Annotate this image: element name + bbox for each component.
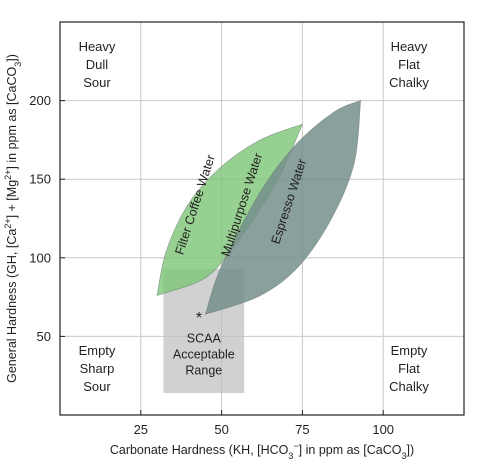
corner-label-top-right-2: Flat [398, 57, 420, 72]
corner-label-bottom-right-3: Chalky [389, 379, 429, 394]
x-axis-label-part-2: 3 [288, 451, 293, 461]
x-tick-label-100: 100 [372, 422, 394, 437]
x-axis-label-part-4: ] in ppm as [CaCO [299, 443, 402, 457]
corner-labels-group: Heavy Dull Sour Heavy Flat Chalky Empty Sharp So… [79, 39, 430, 394]
corner-label-bottom-left-2: Sharp [80, 361, 115, 376]
y-tick-label-100: 100 [29, 250, 51, 265]
axis-labels-group: Carbonate Hardness (KH, [HCO3−] in ppm a… [3, 54, 414, 461]
corner-label-bottom-right-1: Empty [391, 343, 428, 358]
corner-label-top-left-2: Dull [86, 57, 109, 72]
x-axis-label-part-3: − [293, 441, 298, 451]
y-tick-label-200: 200 [29, 93, 51, 108]
x-tick-label-75: 75 [295, 422, 309, 437]
corner-label-top-left-1: Heavy [79, 39, 116, 54]
filter-coffee-water-region [156, 123, 304, 297]
corner-label-bottom-right-2: Flat [398, 361, 420, 376]
x-axis-label-part-1: Carbonate Hardness (KH, [HCO [110, 443, 289, 457]
y-axis-label-part-3: ] + [Mg [5, 180, 19, 219]
x-axis-label-part-6: ]) [407, 443, 415, 457]
x-axis-label: Carbonate Hardness (KH, [HCO3−] in ppm a… [110, 441, 414, 461]
y-axis-label: General Hardness (GH, [Ca2+] + [Mg2+] in… [3, 54, 23, 383]
y-axis-label-part-5: ] in ppm as [CaCO [5, 66, 19, 169]
plot-frame [59, 21, 465, 416]
y-axis-label-part-4: 2+ [3, 170, 13, 180]
corner-label-top-left-3: Sour [83, 75, 111, 90]
x-axis-label-part-5: 3 [402, 451, 407, 461]
water-regions-group [156, 99, 362, 316]
corner-label-top-right-1: Heavy [391, 39, 428, 54]
corner-label-bottom-left-1: Empty [79, 343, 116, 358]
corner-label-top-right-3: Chalky [389, 75, 429, 90]
scaa-label-line-3: Range [185, 364, 222, 378]
x-tick-label-25: 25 [134, 422, 148, 437]
asterisk-marker-1: * [196, 310, 202, 327]
y-axis-label-part-6: 3 [13, 62, 23, 67]
scaa-label-line-1: SCAA [187, 332, 222, 346]
y-axis-label-part-7: ]) [5, 54, 19, 62]
y-axis-label-part-1: General Hardness (GH, [Ca [5, 229, 19, 383]
y-axis-label-part-2: 2+ [3, 218, 13, 228]
espresso-water-region [204, 99, 362, 316]
x-tick-label-50: 50 [214, 422, 228, 437]
corner-label-bottom-left-3: Sour [83, 379, 111, 394]
y-tick-label-50: 50 [37, 329, 51, 344]
scaa-label-line-2: Acceptable [173, 348, 235, 362]
y-tick-label-150: 150 [29, 172, 51, 187]
axis-ticks-group: 25 50 75 100 50 100 150 200 [29, 93, 394, 437]
